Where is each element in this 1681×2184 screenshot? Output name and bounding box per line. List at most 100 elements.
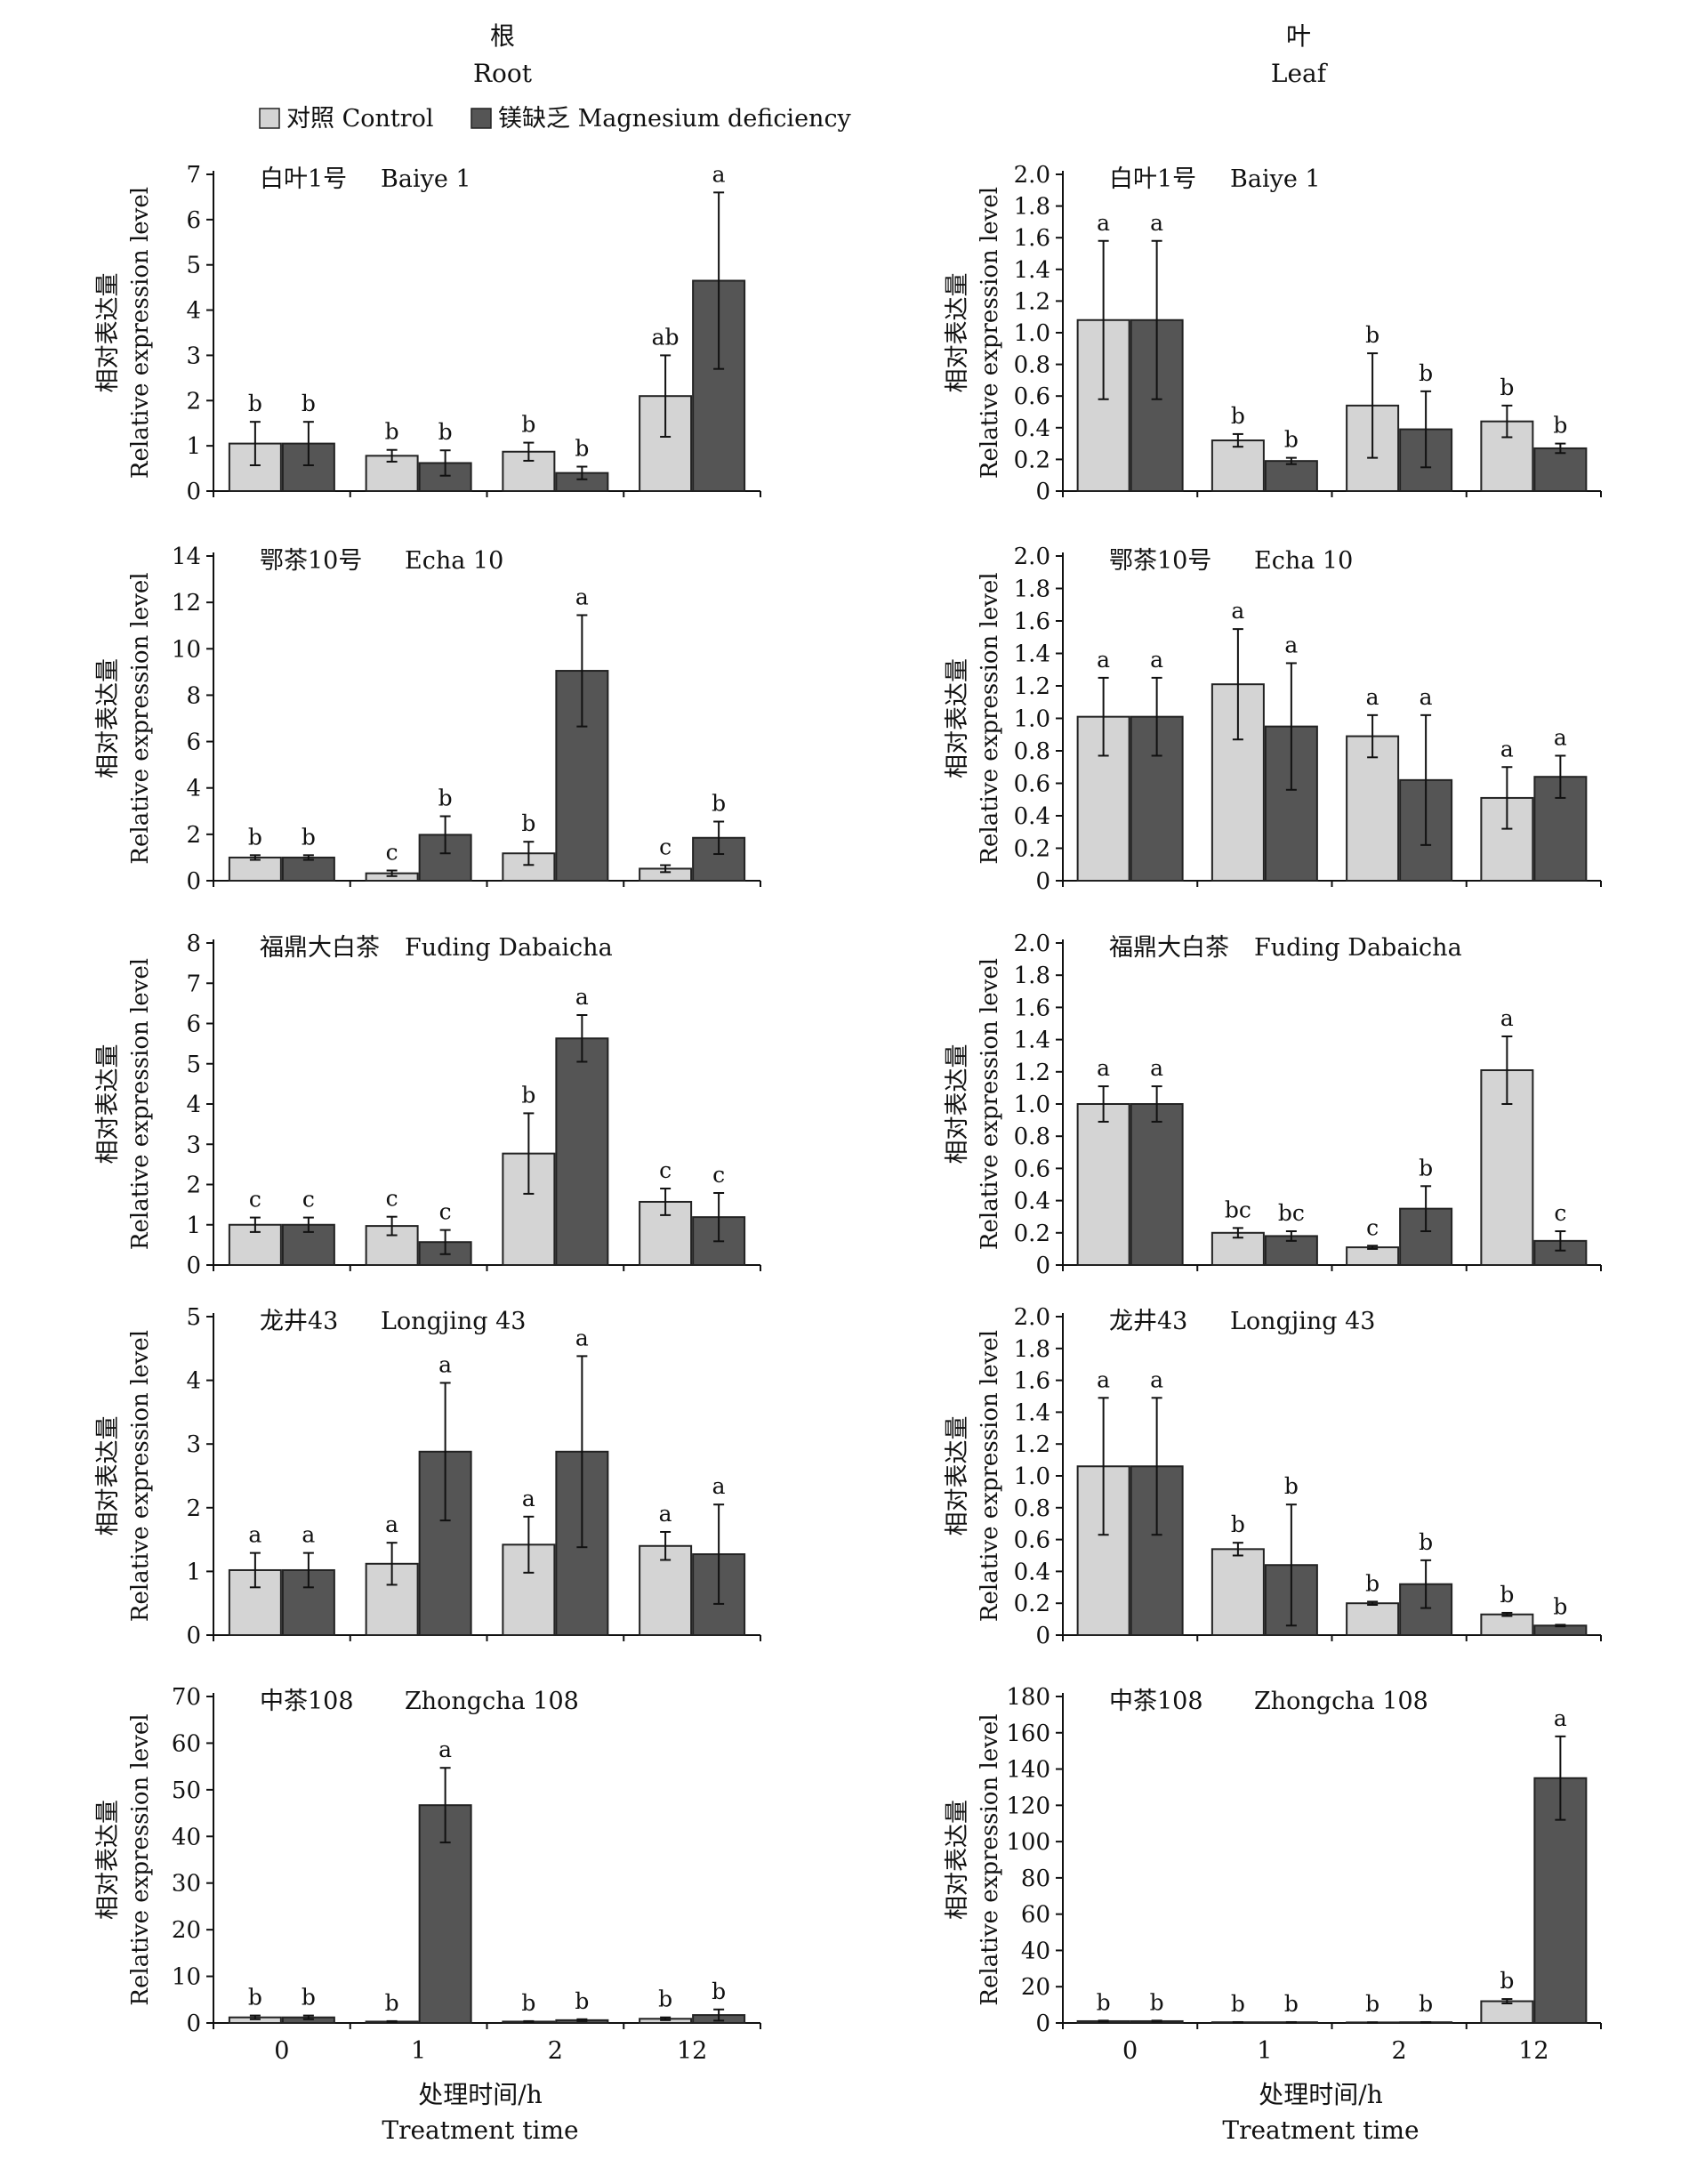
y-tick-label: 6 <box>186 1011 201 1038</box>
y-tick-label: 1.6 <box>1014 995 1050 1021</box>
y-tick-label: 0 <box>1035 479 1050 505</box>
y-tick-label: 2.0 <box>1014 162 1050 189</box>
y-tick-label: 1.0 <box>1014 706 1050 733</box>
y-tick-label: 1.2 <box>1014 1060 1050 1086</box>
significance-letter: c <box>439 1199 452 1225</box>
y-tick-label: 0 <box>186 868 201 895</box>
panel-title-zh: 龙井43 <box>260 1308 338 1335</box>
bar-mg-deficiency <box>1399 1583 1453 1636</box>
y-tick-label: 70 <box>172 1684 201 1711</box>
bar-mg-deficiency <box>555 1037 609 1267</box>
y-tick-label: 50 <box>172 1777 201 1804</box>
significance-letter: ab <box>652 324 680 350</box>
y-tick-label: 4 <box>186 776 201 802</box>
significance-letter: c <box>249 1187 261 1213</box>
y-tick-label: 0 <box>1035 1623 1050 1649</box>
y-tick-label: 1.4 <box>1014 257 1050 284</box>
significance-letter: b <box>385 419 399 445</box>
y-tick-label: 2.0 <box>1014 544 1050 570</box>
y-axis-label-zh: 相对表达量 <box>944 1416 971 1536</box>
y-axis-label-en: Relative expression level <box>127 1330 154 1622</box>
significance-letter: b <box>1231 403 1245 429</box>
panel-leaf-5: 0 0.2 0.4 0.6 0.8 1.0 1.2 1.4 1.6 1.8 2.0 福鼎大白茶 Fudi… <box>944 931 1602 1279</box>
panel-title-zh: 龙井43 <box>1109 1308 1187 1335</box>
column-title-leaf-en: Leaf <box>1271 59 1329 88</box>
y-axis-label-zh: 相对表达量 <box>944 273 971 393</box>
y-tick-label: 0.8 <box>1014 352 1050 379</box>
bar-control <box>1210 1548 1265 1636</box>
y-tick-label: 1.2 <box>1014 1431 1050 1458</box>
significance-letter: b <box>248 391 262 416</box>
y-tick-label: 0.6 <box>1014 1156 1050 1182</box>
y-tick-label: 1.2 <box>1014 673 1050 700</box>
column-title-leaf-zh: 叶 <box>1286 21 1311 51</box>
y-tick-label: 4 <box>186 298 201 325</box>
y-tick-label: 160 <box>1006 1721 1050 1747</box>
significance-letter: b <box>1553 1593 1567 1619</box>
significance-letter: a <box>1500 736 1514 762</box>
panel-title-en: Fuding Dabaicha <box>405 934 613 962</box>
significance-letter: b <box>1500 1968 1514 1994</box>
significance-letter: b <box>712 1978 726 2004</box>
y-tick-label: 1.0 <box>1014 1092 1050 1118</box>
significance-letter: a <box>522 1486 535 1511</box>
y-tick-label: 120 <box>1006 1793 1050 1819</box>
legend: 对照 Control 镁缺乏 Magnesium deficiency <box>259 105 852 133</box>
xlabel-en-leaf: Treatment time <box>1222 2115 1419 2145</box>
y-tick-label: 0 <box>186 2011 201 2037</box>
significance-letter: b <box>302 1985 316 2011</box>
significance-letter: a <box>575 584 589 609</box>
y-axis-label-zh: 相对表达量 <box>944 1800 971 1920</box>
x-tick-label: 1 <box>411 2037 426 2065</box>
bar-control <box>228 856 282 882</box>
y-tick-label: 140 <box>1006 1757 1050 1784</box>
y-axis-label-en: Relative expression level <box>977 187 1003 479</box>
bar-control <box>1346 735 1400 882</box>
y-tick-label: 0.6 <box>1014 383 1050 410</box>
legend-label-control: 对照 Control <box>286 105 434 133</box>
significance-letter: a <box>1150 210 1163 236</box>
bar-mg-deficiency <box>281 856 335 882</box>
significance-letter: a <box>1097 1055 1110 1081</box>
significance-letter: b <box>521 1082 535 1108</box>
xlabel-zh-root: 处理时间/h <box>418 2080 542 2109</box>
y-tick-label: 7 <box>186 971 201 997</box>
y-tick-label: 0.4 <box>1014 803 1050 830</box>
y-tick-label: 1 <box>186 1213 201 1239</box>
y-tick-label: 60 <box>1021 1902 1050 1929</box>
significance-letter: b <box>521 1990 535 2016</box>
y-tick-label: 5 <box>186 1052 201 1078</box>
column-title-root-zh: 根 <box>490 21 515 51</box>
bar-control <box>1210 439 1265 493</box>
bar-mg-deficiency <box>1533 447 1588 493</box>
panel-title-zh: 鄂茶10号 <box>1109 547 1211 575</box>
y-tick-label: 0.4 <box>1014 1559 1050 1585</box>
y-axis-label-en: Relative expression level <box>127 187 154 479</box>
xlabel-zh-leaf: 处理时间/h <box>1259 2080 1382 2109</box>
y-axis-label-zh: 相对表达量 <box>944 658 971 778</box>
significance-letter: a <box>1150 647 1163 673</box>
y-tick-label: 7 <box>186 162 201 189</box>
y-tick-label: 1 <box>186 433 201 460</box>
y-axis-label-en: Relative expression level <box>977 1713 1003 2005</box>
y-tick-label: 2 <box>186 822 201 849</box>
significance-letter: a <box>712 161 726 187</box>
y-tick-label: 0 <box>186 1253 201 1279</box>
panel-title-zh: 白叶1号 <box>1109 165 1196 193</box>
panel-title-zh: 中茶108 <box>260 1688 354 1715</box>
significance-letter: c <box>386 1186 398 1212</box>
y-tick-label: 10 <box>172 636 201 663</box>
significance-letter: c <box>712 1162 725 1188</box>
significance-letter: b <box>438 786 453 811</box>
y-tick-label: 2.0 <box>1014 1304 1050 1331</box>
y-axis-label-zh: 相对表达量 <box>944 1044 971 1165</box>
significance-letter: c <box>1554 1200 1566 1226</box>
panel-title-en: Longjing 43 <box>1230 1308 1375 1335</box>
significance-letter: a <box>575 1325 589 1350</box>
y-tick-label: 2.0 <box>1014 931 1050 957</box>
panel-title-zh: 鄂茶10号 <box>260 547 362 575</box>
legend-swatch-control <box>259 108 280 129</box>
y-tick-label: 20 <box>1021 1974 1050 2001</box>
